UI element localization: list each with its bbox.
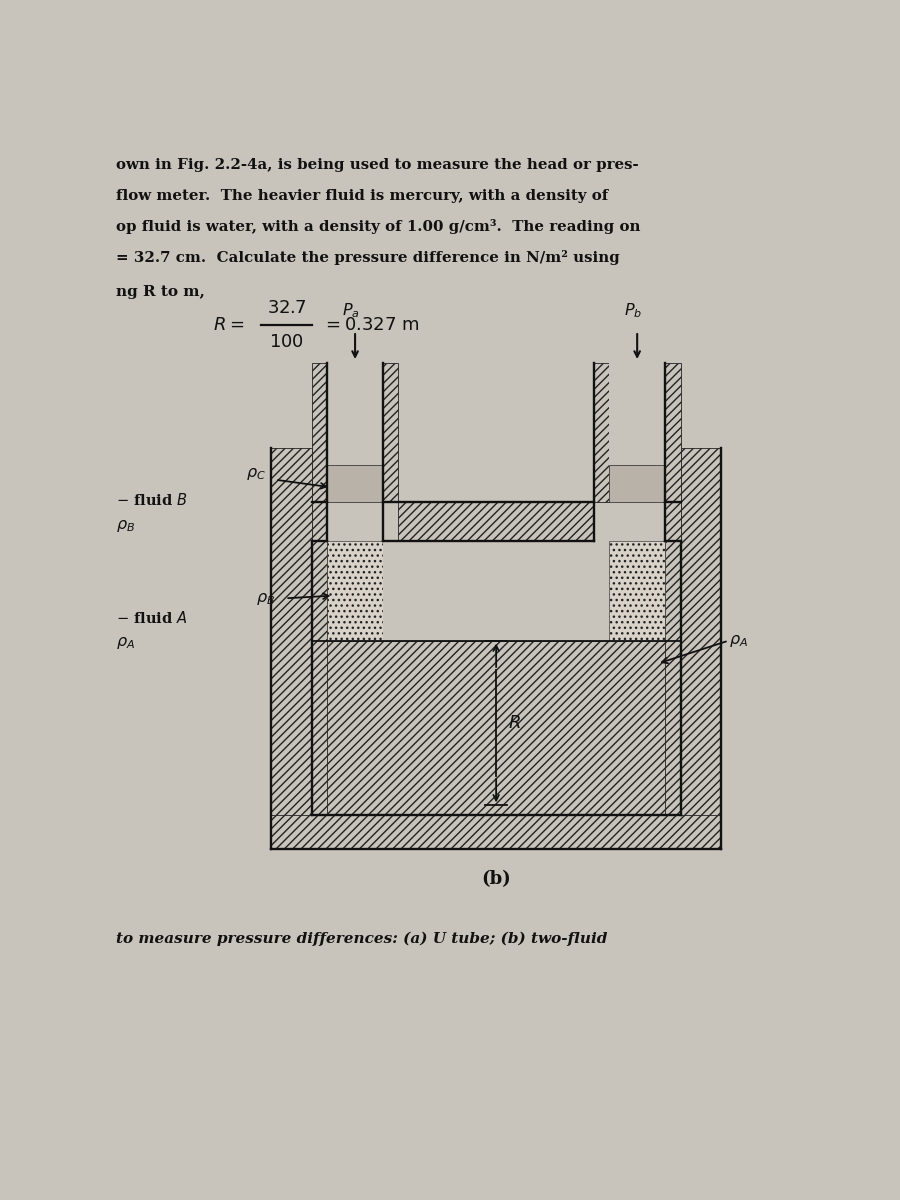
Text: $R$: $R$ — [508, 714, 520, 732]
Bar — [594, 364, 609, 502]
Bar — [383, 540, 594, 641]
Bar — [665, 364, 680, 502]
Text: $-$ fluid $B$: $-$ fluid $B$ — [116, 492, 188, 508]
Bar — [680, 448, 721, 848]
Bar — [609, 364, 665, 502]
Text: $\rho_C$: $\rho_C$ — [246, 466, 266, 482]
Bar — [609, 540, 665, 641]
Text: $R =$: $R =$ — [213, 316, 245, 334]
Bar — [665, 502, 680, 540]
Bar — [609, 466, 665, 502]
Text: $\rho_B$: $\rho_B$ — [116, 517, 136, 534]
Bar — [328, 540, 383, 641]
Text: $P_a$: $P_a$ — [342, 301, 360, 319]
Text: $32.7$: $32.7$ — [267, 299, 307, 317]
Text: own in Fig. 2.2-4a, is being used to measure the head or pres-: own in Fig. 2.2-4a, is being used to mea… — [116, 158, 639, 172]
Text: $\rho_A$: $\rho_A$ — [729, 632, 748, 649]
Bar — [328, 466, 383, 502]
Bar — [272, 815, 721, 848]
Text: $= 0.327\ \mathrm{m}$: $= 0.327\ \mathrm{m}$ — [322, 316, 419, 334]
Bar — [665, 540, 680, 815]
Text: $-$ fluid $A$: $-$ fluid $A$ — [116, 610, 188, 625]
Text: $\rho_A$: $\rho_A$ — [116, 635, 135, 652]
Bar — [272, 448, 311, 848]
Text: flow meter.  The heavier fluid is mercury, with a density of: flow meter. The heavier fluid is mercury… — [116, 188, 608, 203]
Bar — [311, 364, 328, 502]
Text: $\rho_B$: $\rho_B$ — [256, 590, 275, 607]
Bar — [399, 502, 594, 540]
Text: to measure pressure differences: (a) U tube; (b) two-fluid: to measure pressure differences: (a) U t… — [116, 931, 608, 946]
Bar — [383, 364, 399, 502]
Bar — [311, 540, 328, 815]
Text: (b): (b) — [482, 870, 511, 888]
Text: op fluid is water, with a density of 1.00 g/cm³.  The reading on: op fluid is water, with a density of 1.0… — [116, 220, 641, 234]
Bar — [328, 364, 383, 502]
Text: = 32.7 cm.  Calculate the pressure difference in N/m² using: = 32.7 cm. Calculate the pressure differ… — [116, 251, 620, 265]
Text: $100$: $100$ — [269, 332, 304, 350]
Text: ng R to m,: ng R to m, — [116, 284, 205, 299]
Text: $P_b$: $P_b$ — [625, 301, 643, 319]
Bar — [311, 502, 328, 540]
Bar — [311, 641, 680, 815]
